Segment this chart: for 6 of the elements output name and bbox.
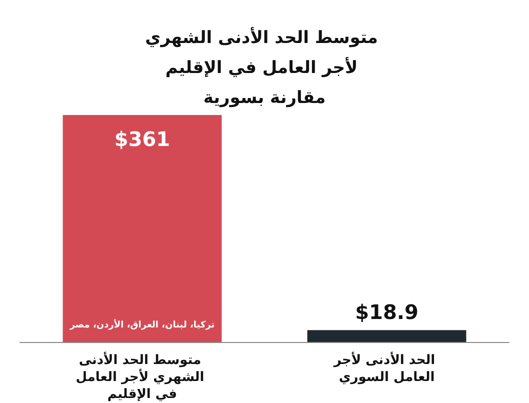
chart-title: متوسط الحد الأدنى الشهري لأجر العامل في الإقليم مقارنة بسورية [145,26,384,108]
x-tick-label: متوسط الحد الأدنى الشهري لأجر العامل في الإقليم [76,351,209,402]
annotation: تركيا، لبنان، العراق، الأردن، مصر [68,318,215,330]
data-label: $18.9 [355,300,418,324]
data-label: $361 [114,127,170,151]
x-tick-label: الحد الأدنى لأجر العامل السوري [332,351,440,385]
